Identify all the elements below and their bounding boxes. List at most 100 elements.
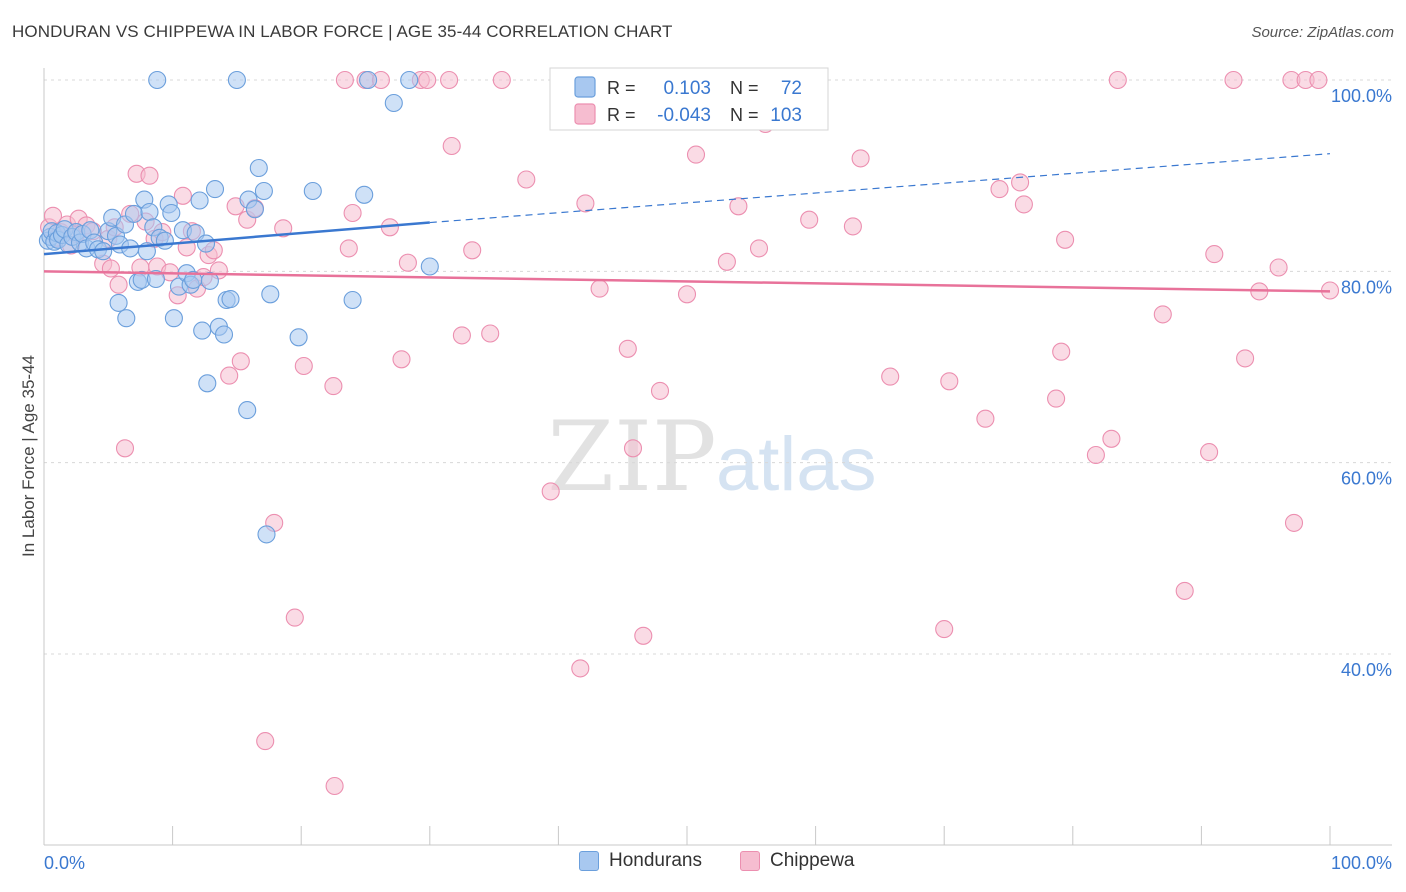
y-axis-label: In Labor Force | Age 35-44: [19, 355, 38, 557]
chippewa-point-97: [1175, 581, 1194, 600]
legend-item-chippewa: Chippewa: [740, 850, 855, 872]
hondurans-point-35: [162, 203, 181, 223]
chippewa-point-74: [686, 145, 706, 164]
chippewa-point-107: [1309, 70, 1328, 90]
x-ticks: [43, 826, 1331, 845]
chippewa-point-95: [1108, 70, 1127, 90]
hondurans-point-69: [359, 70, 378, 90]
legend-n-value-chippewa: 103: [770, 105, 802, 126]
watermark-atlas: atlas: [716, 422, 877, 507]
hondurans-point-58: [343, 290, 362, 310]
hondurans-point-53: [249, 158, 268, 178]
chippewa-point-36: [231, 352, 250, 371]
chippewa-point-15: [115, 439, 135, 458]
chippewa-point-103: [1269, 258, 1288, 277]
hondurans-point-33: [155, 231, 174, 250]
x-tick-label-min: 0.0%: [44, 853, 85, 873]
y-tick-label-40: 40.0%: [1341, 660, 1392, 680]
hondurans-point-36: [164, 309, 183, 328]
legend-r-label-hondurans: R =: [607, 78, 636, 98]
chippewa-trendline: [43, 270, 1331, 293]
chippewa-point-85: [940, 372, 959, 391]
hondurans-point-54: [254, 181, 273, 201]
hondurans-trendline-extension: [429, 153, 1331, 224]
legend-bottom: Hondurans Chippewa: [0, 850, 1406, 880]
chippewa-point-94: [1102, 429, 1121, 448]
chippewa-point-44: [324, 377, 343, 396]
chippewa-point-41: [274, 219, 293, 238]
chippewa-point-68: [618, 339, 637, 358]
chippewa-point-84: [935, 620, 954, 639]
hondurans-point-63: [257, 525, 276, 544]
y-tick-label-60: 60.0%: [1341, 469, 1392, 489]
chippewa-point-76: [717, 252, 736, 271]
hondurans-point-42: [190, 191, 209, 210]
hondurans-point-65: [117, 309, 136, 328]
legend-top: R = 0.103 N = 72 R = -0.043 N = 103: [549, 67, 829, 131]
chippewa-point-93: [1086, 445, 1105, 465]
hondurans-point-52: [245, 200, 264, 219]
hondurans-point-46: [205, 180, 225, 199]
hondurans-point-29: [140, 202, 159, 222]
chippewa-point-100: [1224, 70, 1243, 90]
chippewa-point-39: [256, 732, 275, 751]
chippewa-point-73: [677, 285, 697, 304]
hondurans-point-67: [148, 70, 167, 90]
chippewa-point-96: [1153, 305, 1172, 324]
chippewa-point-53: [398, 253, 417, 272]
y-tick-labels: 40.0% 60.0% 80.0% 100.0%: [1331, 86, 1392, 680]
legend-n-label-chippewa: N =: [730, 105, 759, 125]
chippewa-point-89: [1014, 195, 1033, 214]
chippewa-point-62: [517, 170, 536, 189]
legend-r-value-hondurans: 0.103: [663, 78, 711, 99]
source-label: Source: ZipAtlas.com: [1251, 24, 1394, 41]
chippewa-point-48: [343, 203, 362, 223]
chippewa-point-45: [325, 776, 344, 796]
chippewa-point-43: [294, 356, 313, 376]
legend-r-value-chippewa: -0.043: [657, 105, 711, 126]
chippewa-point-87: [990, 180, 1009, 199]
hondurans-trendline: [43, 221, 430, 256]
chippewa-point-101: [1236, 349, 1255, 368]
chippewa-point-61: [492, 70, 511, 90]
chippewa-point-58: [452, 326, 471, 345]
chippewa-point-20: [140, 166, 159, 185]
y-tick-label-100: 100.0%: [1331, 86, 1392, 106]
legend-swatch-hondurans: [574, 76, 596, 98]
legend-r-label-chippewa: R =: [607, 105, 636, 125]
chippewa-point-56: [440, 70, 459, 90]
chippewa-point-55: [418, 70, 437, 90]
chippewa-point-12: [101, 259, 120, 278]
chippewa-point-64: [571, 659, 590, 678]
chippewa-point-88: [1011, 173, 1030, 192]
chippewa-point-47: [339, 239, 358, 258]
hondurans-point-31: [146, 269, 165, 289]
hondurans-points: [38, 70, 439, 544]
chippewa-point-52: [392, 350, 411, 369]
axes: [43, 68, 1392, 846]
chippewa-point-46: [335, 70, 354, 90]
hondurans-point-64: [198, 374, 217, 393]
chippewa-point-66: [590, 279, 609, 298]
chippewa-point-42: [285, 608, 304, 627]
hondurans-point-66: [109, 293, 128, 312]
chippewa-point-70: [634, 626, 653, 645]
hondurans-point-17: [94, 242, 113, 261]
chippewa-point-34: [220, 366, 239, 385]
chippewa-point-90: [1047, 389, 1066, 408]
chippewa-point-83: [881, 367, 900, 386]
chippewa-point-69: [623, 439, 643, 458]
legend-n-label-hondurans: N =: [730, 78, 759, 98]
chippewa-point-77: [729, 197, 748, 216]
hondurans-point-56: [289, 328, 308, 347]
legend-label-chippewa: Chippewa: [770, 850, 855, 871]
hondurans-point-44: [196, 234, 216, 253]
hondurans-point-24: [124, 204, 144, 223]
hondurans-point-48: [214, 325, 234, 344]
x-tick-label-max: 100.0%: [1331, 853, 1392, 873]
hondurans-point-68: [227, 70, 246, 90]
chippewa-point-26: [173, 186, 192, 205]
hondurans-point-70: [400, 70, 419, 90]
chippewa-point-63: [541, 482, 560, 501]
